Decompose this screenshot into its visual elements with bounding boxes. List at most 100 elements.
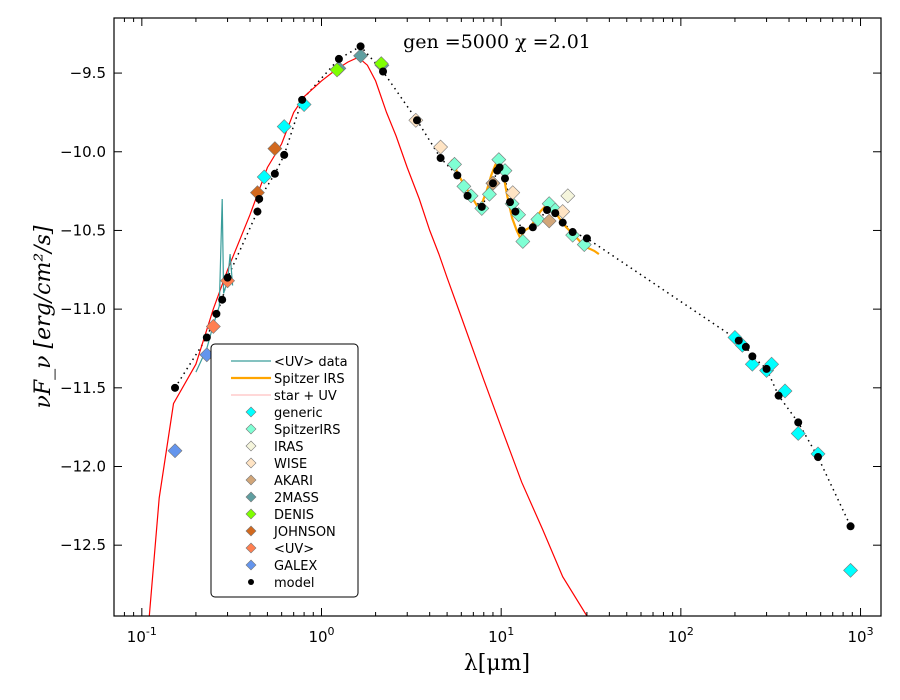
- model-point: [500, 174, 509, 183]
- chart-title: gen =5000 χ =2.01: [403, 31, 591, 53]
- x-axis-label: λ[μm]: [464, 651, 530, 676]
- model-point: [298, 95, 307, 104]
- x-tick-label: 10-1: [127, 625, 157, 646]
- x-tick-label: 102: [668, 625, 694, 646]
- data-point-generic: [744, 356, 760, 372]
- y-tick-label: −12.5: [60, 536, 106, 554]
- legend-marker-iras: [245, 440, 257, 452]
- legend-marker-wise: [245, 457, 257, 469]
- model-point: [741, 342, 750, 351]
- legend-label: <UV>: [274, 542, 314, 557]
- model-point: [202, 333, 211, 342]
- data-point-spitzerirs: [481, 186, 497, 202]
- model-point: [506, 198, 515, 207]
- legend-label: WISE: [274, 457, 307, 472]
- data-point-galex: [167, 443, 183, 459]
- legend-marker-model: [248, 579, 254, 585]
- model-point: [814, 453, 823, 462]
- model-point: [558, 218, 567, 227]
- legend: <UV> data Spitzer IRS star + UV generic Spit…: [210, 343, 359, 598]
- data-point-generic: [790, 426, 806, 441]
- legend-marker-generic: [245, 406, 257, 418]
- model-point: [171, 383, 180, 392]
- legend-label: DENIS: [274, 508, 314, 523]
- model-point: [477, 202, 486, 211]
- model-point: [762, 364, 771, 373]
- data-point-akari: [541, 213, 557, 229]
- legend-marker-2mass: [245, 491, 257, 503]
- legend-label: star + UV: [274, 389, 337, 404]
- data-point-generic: [764, 356, 780, 372]
- data-point-2mass: [353, 48, 369, 64]
- model-point: [356, 42, 365, 51]
- series-line-star-uv: [148, 56, 588, 616]
- axes-frame: [113, 17, 882, 617]
- model-point: [453, 171, 462, 180]
- model-point: [495, 163, 504, 172]
- data-point-spitzerirs: [530, 212, 546, 227]
- data-point-wise: [555, 204, 571, 219]
- x-tick-label: 101: [488, 625, 514, 646]
- y-tick-label: −9.5: [70, 64, 106, 82]
- y-tick-label: −12.0: [60, 458, 106, 476]
- x-axis: 10-1 100 101 102 103: [113, 18, 874, 646]
- data-point-generic: [256, 169, 272, 185]
- model-point: [748, 352, 757, 361]
- model-point: [253, 207, 262, 216]
- model-point: [517, 226, 526, 235]
- y-axis-label: νF_ν [erg/cm²/s]: [31, 225, 56, 408]
- model-point: [218, 295, 227, 304]
- data-point-uv: [205, 319, 221, 334]
- model-point: [436, 154, 445, 163]
- data-point-spitzerirs: [447, 156, 462, 172]
- legend-label: Spitzer IRS: [274, 372, 345, 387]
- model-point: [582, 234, 591, 243]
- data-point-generic: [777, 383, 793, 399]
- y-tick-label: −11.5: [60, 379, 106, 397]
- legend-label: IRAS: [274, 440, 304, 455]
- y-tick-label: −10.5: [60, 221, 106, 239]
- y-axis: −9.5 −10.0 −10.5 −11.0 −11.5 −12.0 −12.5: [60, 64, 881, 554]
- model-point: [543, 205, 552, 214]
- data-point-wise: [433, 139, 449, 155]
- model-point: [255, 194, 264, 203]
- legend-marker-akari: [245, 474, 257, 486]
- model-point: [412, 116, 421, 125]
- model-point: [568, 228, 577, 237]
- data-point-iras: [560, 188, 576, 204]
- legend-label: SpitzerIRS: [274, 423, 341, 438]
- data-point-generic: [727, 330, 743, 345]
- data-point-spitzerirs: [515, 234, 531, 249]
- model-point: [734, 336, 743, 345]
- x-tick-label: 100: [308, 625, 334, 646]
- model-point: [463, 191, 472, 200]
- model-point: [774, 391, 783, 400]
- legend-label: JOHNSON: [273, 525, 336, 540]
- model-point: [223, 273, 232, 282]
- legend-marker-uv: [245, 542, 257, 554]
- legend-label: <UV> data: [274, 355, 348, 370]
- legend-marker-galex: [245, 559, 257, 571]
- data-point-denis: [329, 62, 345, 78]
- legend-label: GALEX: [274, 559, 317, 574]
- x-tick-label: 103: [847, 625, 873, 646]
- data-point-johnson: [267, 141, 283, 157]
- legend-marker-denis: [245, 508, 257, 520]
- plot-area: [148, 42, 858, 616]
- model-point: [488, 179, 497, 188]
- model-point: [280, 150, 289, 159]
- model-point: [379, 67, 388, 76]
- data-point-generic: [276, 119, 292, 135]
- model-point: [846, 522, 855, 531]
- legend-marker-johnson: [245, 525, 257, 537]
- legend-label: 2MASS: [274, 491, 319, 506]
- legend-label: generic: [274, 406, 323, 421]
- model-point: [212, 309, 221, 318]
- y-tick-label: −10.0: [60, 143, 106, 161]
- y-tick-label: −11.0: [60, 300, 106, 318]
- model-point: [334, 54, 343, 63]
- legend-box: [210, 343, 359, 598]
- model-point: [794, 418, 803, 427]
